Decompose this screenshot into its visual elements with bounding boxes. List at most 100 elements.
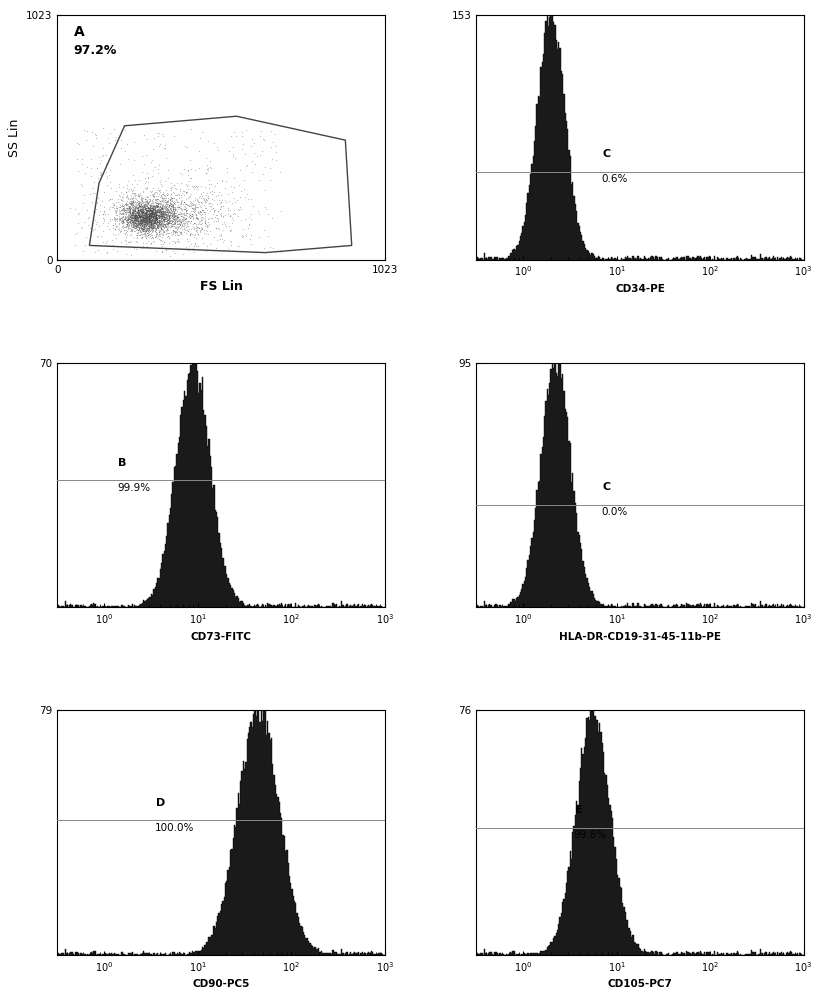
Point xyxy=(138,201,151,217)
Point xyxy=(140,207,153,223)
Point xyxy=(150,217,163,233)
Point xyxy=(157,209,170,225)
Point xyxy=(136,214,149,230)
Point xyxy=(163,211,176,227)
Point xyxy=(177,194,190,210)
Point xyxy=(149,211,162,227)
Point xyxy=(138,191,152,207)
Point xyxy=(145,208,158,224)
Point xyxy=(116,212,129,228)
Point xyxy=(120,217,133,233)
Point xyxy=(73,136,86,152)
Point xyxy=(147,201,161,217)
Point xyxy=(167,195,180,211)
Point xyxy=(128,207,141,223)
Point xyxy=(156,208,169,224)
Point xyxy=(125,210,138,226)
Point xyxy=(138,212,152,228)
Point xyxy=(77,122,90,138)
Point xyxy=(139,181,152,197)
Point xyxy=(144,210,157,226)
Point xyxy=(136,148,149,164)
Point xyxy=(150,197,163,213)
Point xyxy=(161,196,174,212)
Point xyxy=(200,161,213,177)
Point xyxy=(172,233,185,249)
Point xyxy=(157,212,170,228)
Point xyxy=(160,206,173,222)
Point xyxy=(150,204,163,220)
Point xyxy=(165,198,179,214)
Point xyxy=(143,207,156,223)
Point xyxy=(170,181,183,197)
Point xyxy=(152,180,165,196)
Point xyxy=(132,209,145,225)
Point xyxy=(143,213,156,229)
Point xyxy=(143,202,156,218)
Point xyxy=(233,177,246,193)
Point xyxy=(150,210,163,226)
Point xyxy=(143,199,156,215)
Point xyxy=(124,212,137,228)
Point xyxy=(149,212,162,228)
Point xyxy=(75,156,88,172)
Point xyxy=(150,198,163,214)
Point xyxy=(117,202,130,218)
Point xyxy=(198,204,211,220)
Point xyxy=(127,203,140,219)
Point xyxy=(137,226,150,242)
Point xyxy=(127,202,140,218)
Point xyxy=(130,209,143,225)
Point xyxy=(131,217,144,233)
Point xyxy=(174,201,187,217)
Point xyxy=(114,212,127,228)
Point xyxy=(149,221,162,237)
Point xyxy=(139,212,152,228)
Point xyxy=(128,134,141,150)
Point xyxy=(146,222,159,238)
Point xyxy=(126,195,139,211)
Point xyxy=(128,202,141,218)
Point xyxy=(131,222,144,238)
Point xyxy=(128,214,141,230)
Point xyxy=(167,128,180,144)
Point xyxy=(128,203,141,219)
Point xyxy=(144,214,157,230)
Point xyxy=(144,200,157,216)
Point xyxy=(119,211,132,227)
Point xyxy=(155,206,168,222)
Point xyxy=(144,217,157,233)
Point xyxy=(203,153,216,169)
Point xyxy=(126,202,139,218)
Point xyxy=(87,203,100,219)
Point xyxy=(139,212,152,228)
Point xyxy=(165,197,179,213)
Point xyxy=(144,202,157,218)
Point xyxy=(144,202,157,218)
Point xyxy=(153,204,166,220)
Point xyxy=(168,219,181,235)
Point xyxy=(123,214,136,230)
Point xyxy=(159,200,172,216)
Point xyxy=(158,210,171,226)
Point xyxy=(149,211,162,227)
Point xyxy=(179,196,192,212)
Point xyxy=(119,196,132,212)
Point xyxy=(165,219,178,235)
Point xyxy=(162,204,175,220)
Point xyxy=(159,223,172,239)
Point xyxy=(151,216,164,232)
Point xyxy=(147,204,161,220)
Point xyxy=(165,216,179,232)
Point xyxy=(162,218,175,234)
Point xyxy=(161,203,174,219)
Point xyxy=(115,211,129,227)
Point xyxy=(120,216,133,232)
Point xyxy=(133,213,146,229)
Point xyxy=(207,213,220,229)
Point xyxy=(93,197,106,213)
Point xyxy=(151,211,164,227)
Point xyxy=(141,189,154,205)
Point xyxy=(112,187,125,203)
Point xyxy=(149,211,162,227)
